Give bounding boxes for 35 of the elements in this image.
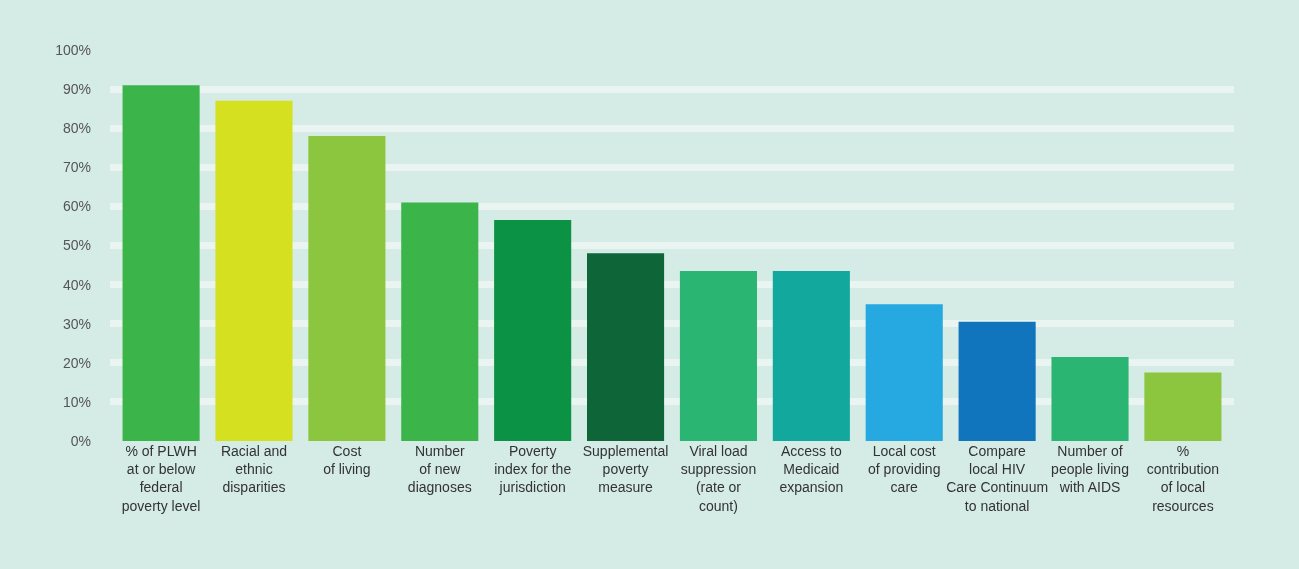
y-tick-label: 50% — [62, 237, 91, 254]
x-tick-label: Cost of living — [323, 443, 371, 478]
y-tick-label: 30% — [62, 315, 91, 332]
y-tick-label: 80% — [62, 120, 91, 137]
y-tick-label: 70% — [62, 159, 91, 176]
y-tick-label: 40% — [62, 276, 91, 293]
bar — [308, 136, 386, 441]
x-tick-label: % contribution of local resources — [1146, 443, 1220, 514]
y-tick-label: 100% — [55, 41, 91, 58]
x-tick-label: Supplemental poverty measure — [582, 443, 669, 496]
y-tick-label: 90% — [62, 81, 91, 97]
bar — [1051, 356, 1129, 441]
bar — [122, 85, 200, 441]
x-tick-label: Number of new diagnoses — [407, 443, 472, 496]
y-tick-label: 10% — [62, 393, 91, 410]
bar — [958, 321, 1036, 441]
bar — [587, 253, 665, 441]
bar — [494, 220, 572, 441]
x-tick-label: Access to Medicaid expansion — [779, 443, 844, 496]
y-tick-label: 20% — [62, 354, 91, 371]
x-tick-label: Compare local HIV Care Continuum to national — [946, 443, 1049, 514]
x-tick-label: Racial and ethnic disparities — [220, 443, 288, 496]
x-tick-label: Poverty index for the jurisdiction — [494, 443, 572, 496]
x-tick-label: % of PLWH at or below federal poverty level — [121, 443, 201, 514]
bar — [772, 270, 850, 441]
bar — [215, 100, 293, 441]
x-tick-label: Number of people living with AIDS — [1051, 443, 1129, 496]
bar — [1144, 372, 1222, 441]
y-tick-label: 60% — [62, 198, 91, 215]
bar — [679, 270, 757, 441]
bar — [401, 202, 479, 441]
y-tick-label: 0% — [70, 432, 91, 449]
bar — [865, 304, 943, 441]
x-tick-label: Viral load suppression (rate or count) — [680, 443, 757, 514]
x-tick-label: Local cost of providing care — [868, 443, 941, 496]
